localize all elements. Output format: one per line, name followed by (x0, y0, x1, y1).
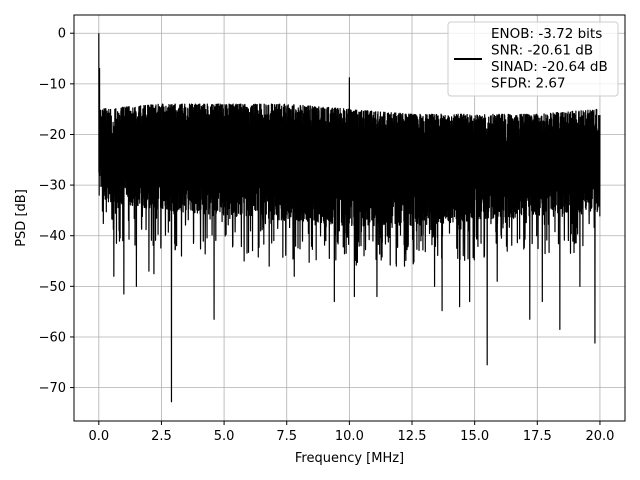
x-tick-label: 7.5 (276, 429, 297, 444)
x-tick-label: 2.5 (151, 429, 172, 444)
legend-label-line: SINAD: -20.64 dB (491, 59, 608, 75)
x-tick-label: 20.0 (585, 429, 614, 444)
y-tick-label: −40 (39, 229, 66, 244)
series-psd (98, 33, 601, 403)
y-tick-label: −30 (39, 179, 66, 194)
y-tick-label: −70 (39, 381, 66, 396)
legend-box (447, 21, 619, 97)
x-tick-label: 15.0 (460, 429, 489, 444)
x-tick-label: 12.5 (398, 429, 427, 444)
y-axis: 0 −10 −20 −30 −40 −50 −60 −70 (39, 27, 74, 396)
x-axis: 0.0 2.5 5.0 7.5 10.0 12.5 15.0 17.5 20.0 (88, 421, 614, 444)
x-tick-label: 0.0 (88, 429, 109, 444)
x-axis-label: Frequency [MHz] (295, 451, 404, 466)
y-tick-label: −60 (39, 330, 66, 345)
x-tick-label: 17.5 (523, 429, 552, 444)
y-tick-label: −50 (39, 280, 66, 295)
legend-label-line: ENOB: -3.72 bits (491, 26, 602, 42)
legend-label: ENOB: -3.72 bits SNR: -20.61 dB SINAD: -20… (491, 26, 608, 92)
legend-label-line: SFDR: 2.67 (491, 76, 566, 92)
psd-trace (98, 33, 601, 403)
y-tick-label: −20 (39, 128, 66, 143)
legend-label-line: SNR: -20.61 dB (491, 43, 593, 59)
y-tick-label: −10 (39, 77, 66, 92)
x-tick-label: 5.0 (214, 429, 235, 444)
y-axis-label: PSD [dB] (14, 189, 29, 247)
x-tick-label: 10.0 (335, 429, 364, 444)
legend: ENOB: -3.72 bits SNR: -20.61 dB SINAD: -20… (447, 21, 619, 97)
y-tick-label: 0 (58, 27, 66, 42)
